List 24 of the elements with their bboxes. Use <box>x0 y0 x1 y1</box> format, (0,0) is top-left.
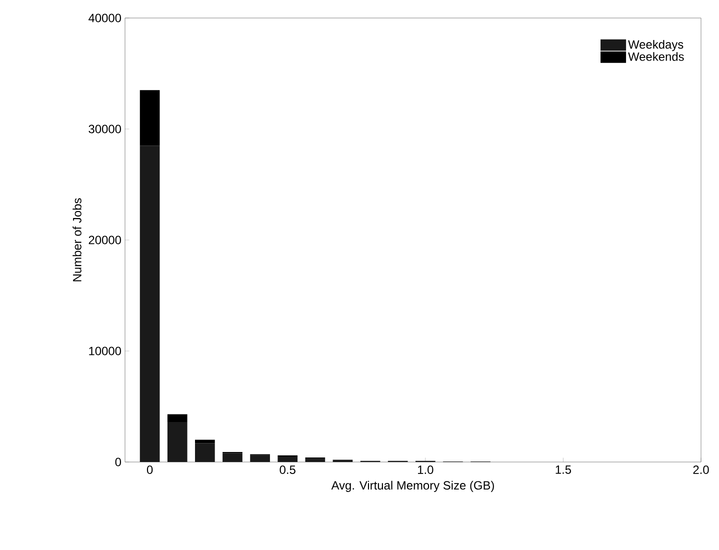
y-tick-label: 0 <box>115 458 122 466</box>
bar <box>140 90 160 146</box>
x-tick-label: 0 <box>146 466 153 474</box>
legend-label: Weekdays <box>628 40 684 52</box>
y-axis-title: Number of Jobs <box>72 198 82 282</box>
bar <box>305 458 326 462</box>
bar <box>167 422 188 462</box>
x-tick-label: 1.5 <box>556 466 572 474</box>
y-tick-label: 30000 <box>88 124 122 134</box>
y-tick-label: 20000 <box>88 236 122 244</box>
bar <box>167 414 188 422</box>
y-tick-label: 10000 <box>89 346 122 356</box>
bar <box>195 440 215 444</box>
x-tick-label: 2.0 <box>693 466 709 474</box>
bar <box>140 146 160 462</box>
legend-label: Weekends <box>628 52 684 61</box>
bar <box>195 443 215 462</box>
x-axis-title: Avg. Virtual Memory Size (GB) <box>331 480 494 492</box>
bar <box>222 453 242 462</box>
bar <box>250 455 270 462</box>
bar <box>278 456 298 462</box>
x-tick-label: 1.0 <box>418 466 434 474</box>
y-tick-label: 40000 <box>88 14 122 22</box>
x-tick-label: 0.5 <box>280 466 296 474</box>
